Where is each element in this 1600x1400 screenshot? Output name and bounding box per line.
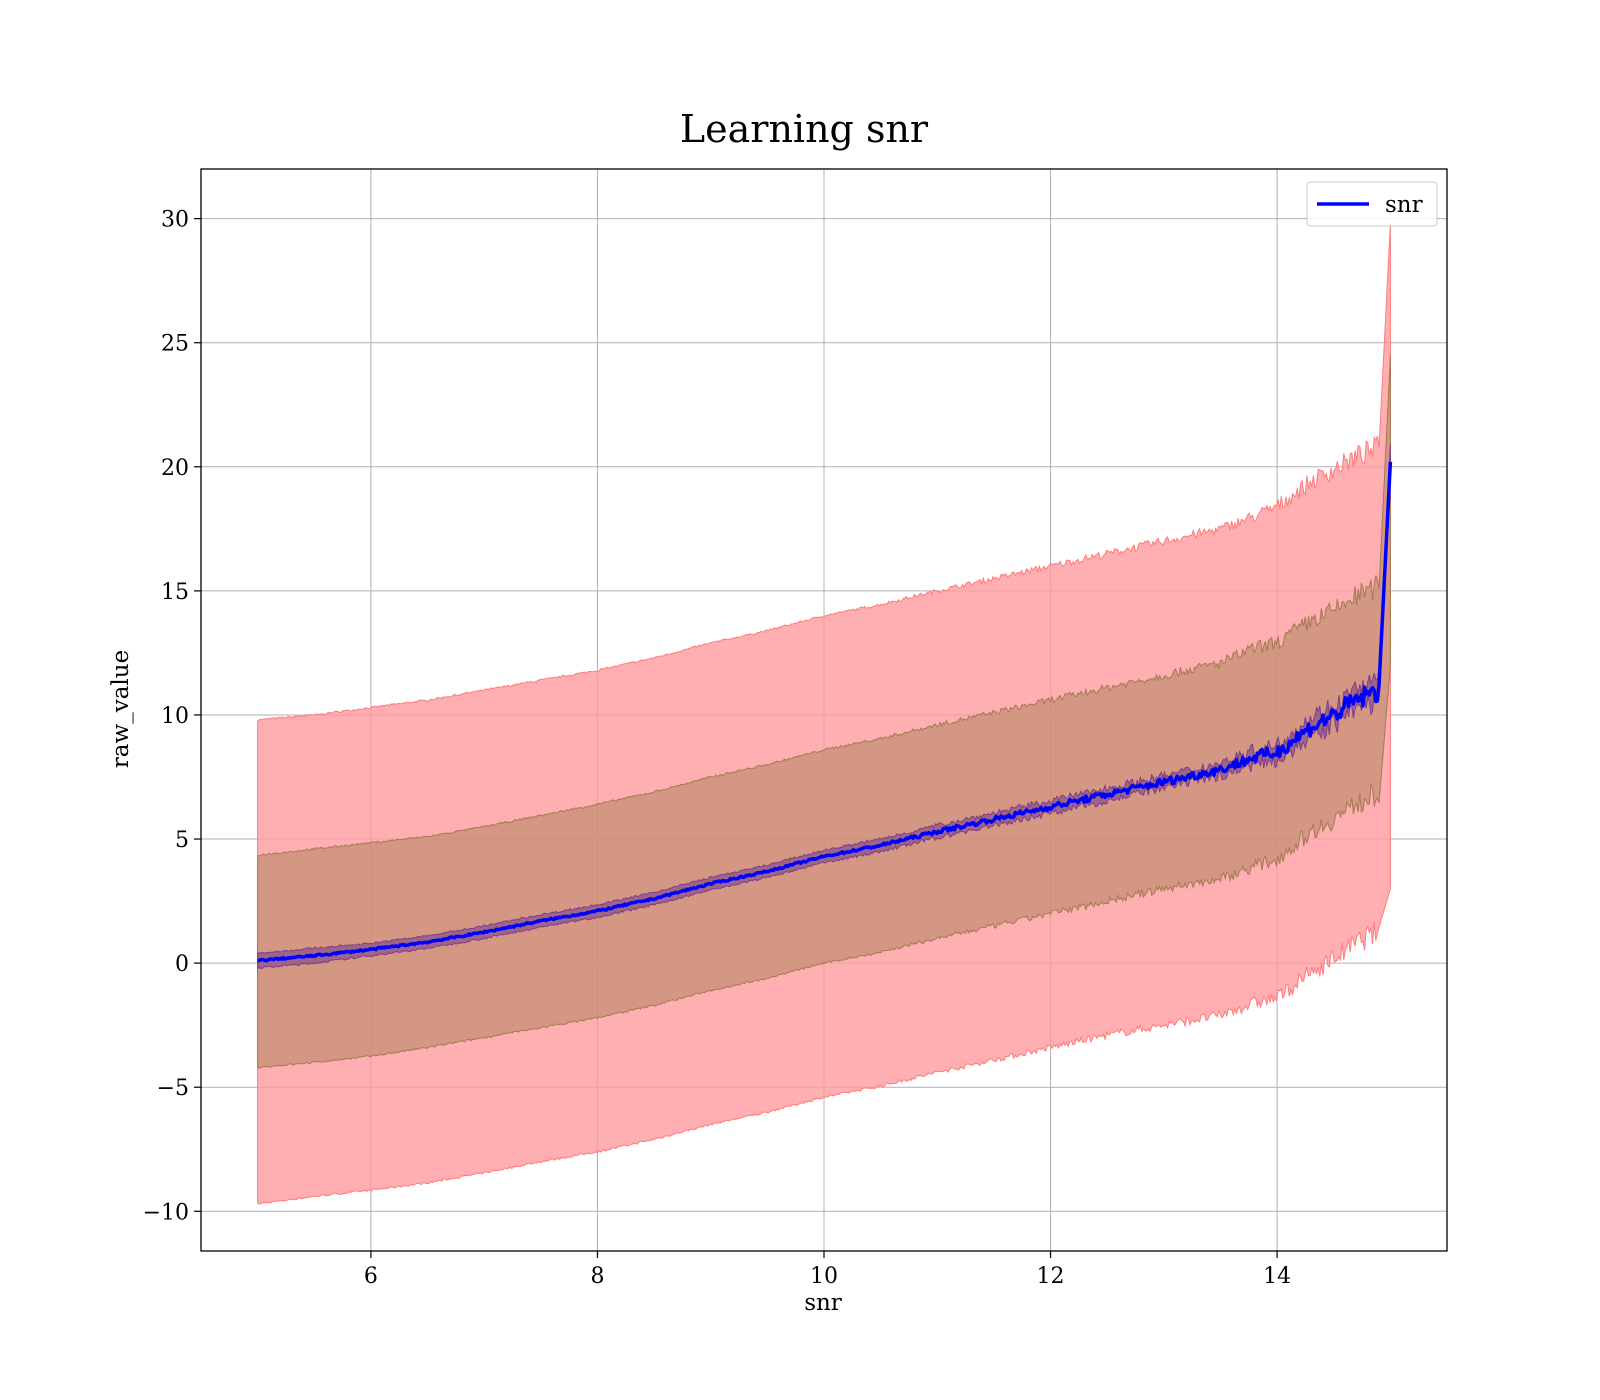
- x-tick-label: 14: [1263, 1264, 1291, 1289]
- y-tick-label: 25: [161, 332, 189, 357]
- plot-area: [257, 223, 1393, 1205]
- x-tick-label: 8: [590, 1264, 604, 1289]
- tick-layer: 6 8 10 12 14 −10 −5 0 5 10 15 20 25 30: [143, 208, 1292, 1289]
- y-tick-label: 0: [175, 952, 189, 977]
- series-line-snr: [257, 461, 1393, 963]
- middle-band: [257, 355, 1391, 1069]
- y-tick-label: 15: [161, 580, 189, 605]
- y-tick-label: −5: [157, 1076, 189, 1101]
- x-axis-label: snr: [804, 1290, 842, 1316]
- chart-title: Learning snr: [680, 107, 929, 151]
- axes-frame: [200, 168, 1448, 1252]
- y-tick-label: −10: [143, 1200, 189, 1225]
- y-tick-label: 20: [161, 456, 189, 481]
- legend: snr: [1306, 181, 1438, 227]
- x-tick-label: 12: [1037, 1264, 1065, 1289]
- legend-label-snr: snr: [1385, 192, 1423, 218]
- legend-box: [1306, 181, 1438, 227]
- y-axis-label: raw_value: [108, 650, 134, 768]
- x-tick-label: 10: [810, 1264, 838, 1289]
- y-tick-label: 10: [161, 704, 189, 729]
- x-tick-label: 6: [364, 1264, 378, 1289]
- y-tick-label: 5: [175, 828, 189, 853]
- y-tick-label: 30: [161, 208, 189, 233]
